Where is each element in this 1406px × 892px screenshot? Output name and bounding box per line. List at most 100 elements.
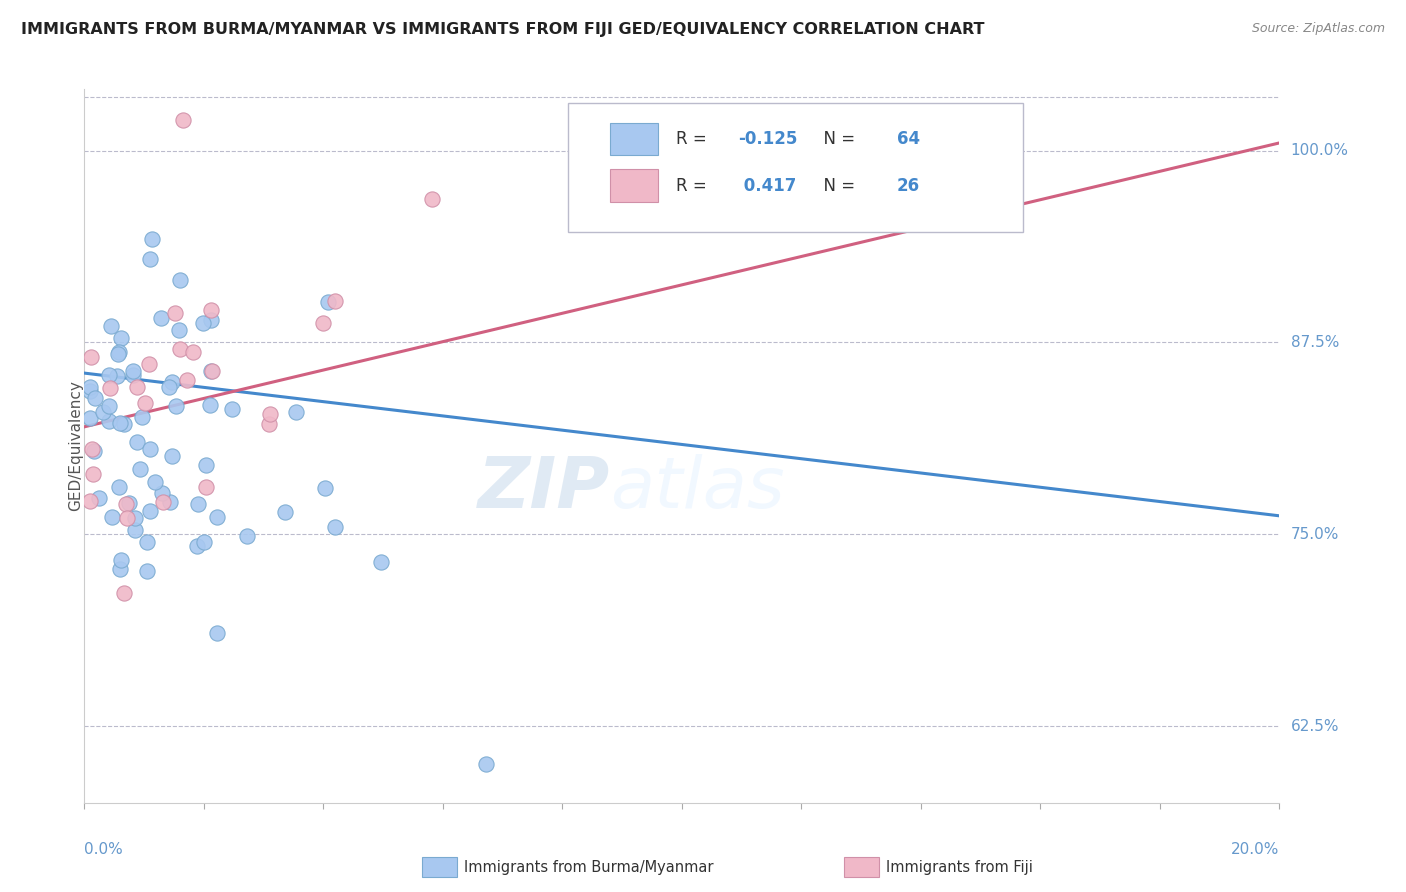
Point	[121, 368, 143, 382]
Point	[79, 384, 101, 399]
Point	[193, 535, 215, 549]
Text: 0.0%: 0.0%	[84, 842, 124, 856]
Text: N =: N =	[813, 177, 860, 194]
Point	[79, 411, 101, 425]
Point	[79, 494, 101, 508]
Point	[141, 231, 163, 245]
Point	[83, 444, 105, 458]
Point	[112, 586, 135, 600]
Point	[165, 399, 187, 413]
Point	[169, 323, 191, 337]
Point	[150, 485, 173, 500]
Text: Source: ZipAtlas.com: Source: ZipAtlas.com	[1251, 22, 1385, 36]
Point	[139, 442, 162, 457]
Point	[107, 347, 129, 361]
Point	[110, 331, 132, 345]
Point	[129, 461, 152, 475]
Point	[181, 345, 204, 359]
Point	[285, 404, 308, 418]
Point	[169, 272, 191, 286]
Point	[124, 511, 146, 525]
Point	[124, 523, 146, 537]
Point	[98, 368, 121, 382]
Point	[323, 520, 346, 534]
Point	[312, 316, 335, 330]
Point	[201, 364, 224, 378]
Text: Immigrants from Burma/Myanmar: Immigrants from Burma/Myanmar	[464, 860, 713, 874]
Point	[159, 495, 181, 509]
Point	[257, 417, 280, 431]
Point	[176, 373, 198, 387]
Point	[138, 504, 160, 518]
Point	[316, 295, 339, 310]
Point	[236, 529, 259, 543]
Point	[101, 509, 124, 524]
Text: 20.0%: 20.0%	[1232, 842, 1279, 856]
Text: 64: 64	[897, 130, 920, 148]
Point	[323, 293, 346, 308]
Point	[134, 395, 156, 409]
Point	[200, 364, 222, 378]
Point	[131, 410, 153, 425]
Point	[100, 318, 122, 333]
Point	[105, 368, 128, 383]
Point	[157, 380, 180, 394]
Point	[115, 497, 138, 511]
Point	[135, 534, 157, 549]
Point	[370, 555, 392, 569]
Text: -0.125: -0.125	[738, 130, 797, 148]
Point	[200, 303, 222, 318]
Text: 87.5%: 87.5%	[1291, 334, 1339, 350]
Point	[83, 391, 105, 405]
Point	[150, 310, 173, 325]
Point	[135, 564, 157, 578]
FancyBboxPatch shape	[568, 103, 1022, 232]
Point	[97, 399, 120, 413]
Point	[110, 552, 132, 566]
Point	[127, 380, 149, 394]
Point	[198, 399, 221, 413]
Point	[79, 350, 101, 364]
Point	[191, 316, 214, 330]
Point	[162, 375, 184, 389]
Point	[163, 306, 186, 320]
Text: atlas: atlas	[610, 454, 785, 524]
Text: R =: R =	[676, 130, 711, 148]
Point	[259, 407, 281, 421]
Point	[274, 505, 297, 519]
Point	[139, 252, 162, 266]
Point	[82, 467, 104, 482]
Y-axis label: GED/Equivalency: GED/Equivalency	[69, 381, 83, 511]
Point	[187, 497, 209, 511]
Point	[98, 381, 121, 395]
Text: 62.5%: 62.5%	[1291, 719, 1339, 733]
Point	[160, 449, 183, 463]
Point	[87, 491, 110, 505]
Text: N =: N =	[813, 130, 860, 148]
Point	[110, 562, 132, 576]
Point	[112, 417, 135, 431]
Point	[194, 480, 217, 494]
FancyBboxPatch shape	[610, 123, 658, 155]
Point	[80, 442, 103, 456]
Text: ZIP: ZIP	[478, 454, 610, 524]
Point	[118, 495, 141, 509]
Text: 26: 26	[897, 177, 920, 194]
Point	[314, 481, 336, 495]
Point	[186, 539, 208, 553]
Point	[121, 364, 143, 378]
Point	[205, 626, 228, 640]
Point	[127, 435, 149, 450]
Point	[115, 511, 138, 525]
Point	[98, 414, 121, 428]
Point	[138, 358, 160, 372]
Text: Immigrants from Fiji: Immigrants from Fiji	[886, 860, 1032, 874]
Text: 0.417: 0.417	[738, 177, 796, 194]
Point	[957, 151, 980, 165]
Point	[422, 193, 444, 207]
Point	[200, 313, 222, 327]
Point	[108, 345, 131, 359]
Point	[172, 112, 194, 127]
Point	[108, 480, 131, 494]
Point	[145, 475, 167, 489]
